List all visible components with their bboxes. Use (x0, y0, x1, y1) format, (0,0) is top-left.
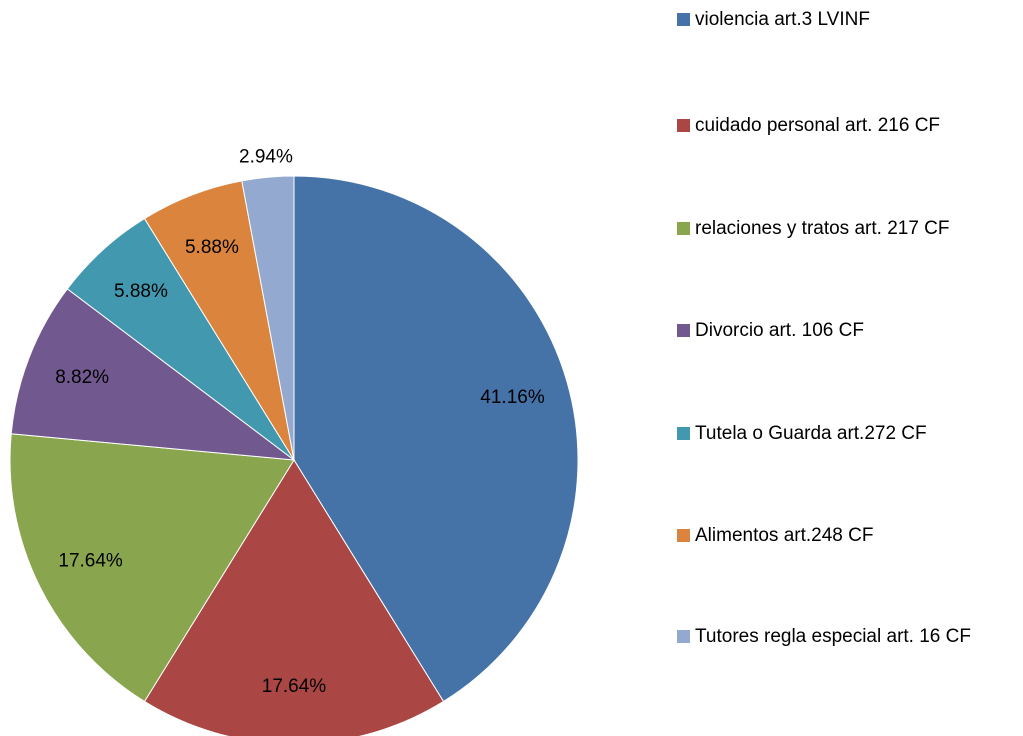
legend-swatch (677, 119, 690, 132)
legend-swatch (677, 13, 690, 26)
legend-label: cuidado personal art. 216 CF (695, 115, 941, 136)
legend-item: violencia art.3 LVINF (677, 8, 1015, 32)
legend-label: Tutores regla especial art. 16 CF (695, 626, 971, 647)
legend-item: cuidado personal art. 216 CF (677, 114, 1015, 138)
legend-label: relaciones y tratos art. 217 CF (695, 218, 950, 239)
data-label: 41.16% (480, 387, 545, 408)
data-label: 17.64% (58, 550, 123, 571)
pie-slice (143, 459, 445, 736)
legend-item: Tutela o Guarda art.272 CF (677, 422, 1015, 446)
legend-item: relaciones y tratos art. 217 CF (677, 217, 1015, 241)
legend-swatch (677, 222, 690, 235)
legend-label: violencia art.3 LVINF (695, 9, 870, 30)
pie-slice (10, 288, 296, 461)
legend-item: Divorcio art. 106 CF (677, 319, 1015, 343)
pie-slice (293, 175, 579, 703)
data-label: 5.88% (185, 237, 239, 258)
data-label: 5.88% (114, 281, 168, 302)
pie-slice (241, 175, 295, 461)
legend-label: Divorcio art. 106 CF (695, 320, 864, 341)
legend-swatch (677, 630, 690, 643)
legend-item: Alimentos art.248 CF (677, 524, 1015, 548)
legend-label: Tutela o Guarda art.272 CF (695, 423, 927, 444)
pie-slice (9, 433, 295, 703)
data-label: 17.64% (262, 676, 327, 697)
legend-label: Alimentos art.248 CF (695, 525, 874, 546)
legend-swatch (677, 427, 690, 440)
data-label: 2.94% (239, 146, 293, 167)
data-label: 8.82% (55, 367, 109, 388)
legend-swatch (677, 324, 690, 337)
legend-swatch (677, 529, 690, 542)
legend-item: Tutores regla especial art. 16 CF (677, 625, 1015, 649)
